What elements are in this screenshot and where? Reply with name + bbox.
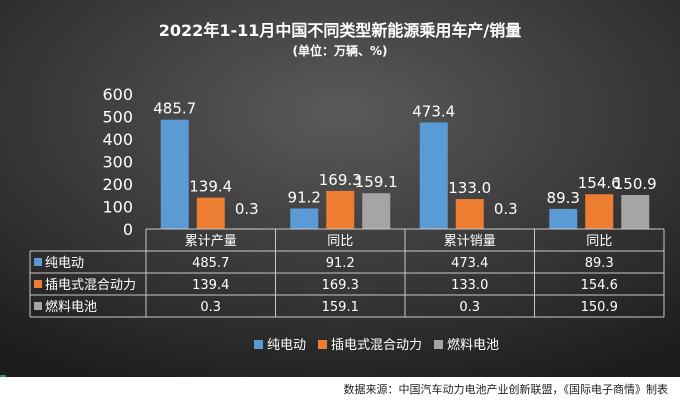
bar-data-label: 150.9	[614, 175, 657, 193]
bar	[419, 122, 448, 229]
bar	[362, 193, 391, 229]
legend-swatch	[318, 340, 327, 349]
table-cell: 0.3	[200, 300, 221, 315]
bar-data-label: 91.2	[288, 188, 321, 206]
bar-data-label: 169.3	[319, 171, 362, 189]
y-tick-label: 0	[123, 220, 133, 239]
table-cell: 154.6	[581, 278, 618, 293]
y-tick-label: 200	[102, 175, 133, 194]
bar-data-label: 89.3	[547, 189, 580, 207]
chart: 2022年1-11月中国不同类型新能源乘用车产/销量 (单位：万辆、%) 0 10…	[0, 0, 680, 377]
table-series-name: 燃料电池	[45, 299, 97, 315]
legend-label: 燃料电池	[447, 337, 499, 353]
bar	[549, 208, 578, 229]
bar-labels: 485.7 91.2 473.4 89.3 139.4 169.3 133.0 154.6 0.…	[153, 100, 656, 218]
bar	[326, 190, 355, 229]
accent-line	[0, 375, 6, 377]
table-legend-key	[34, 280, 42, 288]
table-legend-key	[34, 302, 42, 310]
bar	[621, 195, 650, 229]
table-category-label: 同比	[586, 234, 612, 249]
y-tick-label: 600	[102, 85, 133, 104]
bar	[585, 194, 614, 229]
bars	[160, 119, 650, 229]
bar-data-label: 139.4	[189, 178, 232, 196]
y-tick-label: 500	[102, 108, 133, 127]
table-cell: 91.2	[326, 256, 355, 271]
bar-data-label: 473.4	[412, 102, 455, 120]
bar-data-label: 0.3	[494, 200, 518, 218]
table-cell: 150.9	[581, 300, 618, 315]
table-cell: 139.4	[192, 278, 229, 293]
table-cell: 473.4	[451, 256, 488, 271]
bar	[455, 199, 484, 229]
bar-data-label: 485.7	[153, 100, 196, 118]
bar	[160, 119, 189, 229]
table-legend-key	[34, 258, 42, 266]
bar	[290, 208, 319, 229]
bar-data-label: 159.1	[355, 173, 398, 191]
table-cell: 169.3	[322, 278, 359, 293]
chart-panel: 2022年1-11月中国不同类型新能源乘用车产/销量 (单位：万辆、%) 0 10…	[0, 0, 680, 377]
bar-data-label: 0.3	[235, 200, 259, 218]
table-series-name: 插电式混合动力	[45, 278, 136, 293]
bar-data-label: 154.6	[578, 174, 621, 192]
table-category-label: 累计产量	[185, 234, 237, 249]
chart-background	[0, 0, 680, 377]
table-series-name: 纯电动	[45, 256, 84, 271]
legend-swatch	[434, 340, 443, 349]
table-cell: 133.0	[451, 278, 488, 293]
table-cell: 89.3	[585, 256, 614, 271]
bar	[196, 197, 225, 229]
y-tick-label: 100	[102, 198, 133, 217]
y-tick-label: 400	[102, 130, 133, 149]
legend: 纯电动 插电式混合动力 燃料电池	[254, 337, 499, 353]
bar-data-label: 133.0	[448, 179, 491, 197]
chart-title: 2022年1-11月中国不同类型新能源乘用车产/销量	[159, 21, 521, 40]
y-tick-label: 300	[102, 153, 133, 172]
source-note: 数据来源：中国汽车动力电池产业创新联盟，《国际电子商情》制表	[343, 383, 669, 396]
legend-label: 纯电动	[267, 338, 306, 353]
table-cell: 485.7	[192, 256, 229, 271]
chart-subtitle: (单位：万辆、%)	[293, 43, 388, 58]
y-axis: 0 100 200 300 400 500 600	[102, 85, 133, 239]
table-category-label: 累计销量	[444, 234, 496, 249]
table-cell: 0.3	[459, 300, 480, 315]
table-cell: 159.1	[322, 300, 359, 315]
legend-label: 插电式混合动力	[331, 338, 422, 353]
table-category-label: 同比	[327, 234, 353, 249]
legend-swatch	[254, 340, 263, 349]
